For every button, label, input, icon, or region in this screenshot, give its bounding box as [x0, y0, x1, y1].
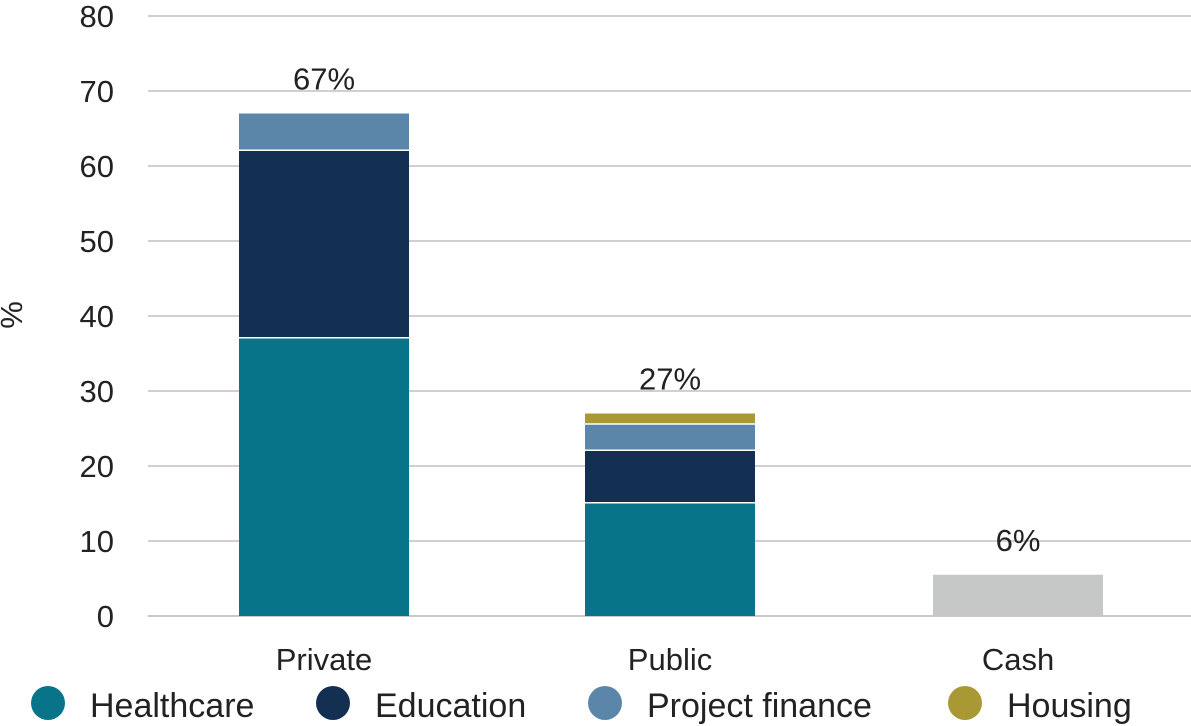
total-labels: 67% 27% 6%	[293, 62, 1040, 558]
x-category-label: Private	[276, 642, 372, 677]
bar-segment	[585, 424, 755, 450]
legend-swatch	[948, 686, 982, 720]
y-tick-label: 30	[80, 374, 114, 409]
bar-segment	[239, 151, 409, 337]
bar-segment	[239, 338, 409, 616]
legend-item: Housing	[948, 686, 1132, 725]
y-axis-ticks: 0 10 20 30 40 50 60 70 80	[80, 0, 114, 634]
y-tick-label: 60	[80, 149, 114, 184]
y-tick-label: 80	[80, 0, 114, 34]
bar-segment	[933, 574, 1103, 616]
total-label: 67%	[293, 62, 355, 97]
bar-segment	[585, 451, 755, 502]
y-axis-label: %	[0, 301, 29, 329]
legend-label: Housing	[1007, 687, 1132, 725]
legend: Healthcare Education Project finance Housin…	[31, 686, 1132, 725]
y-tick-label: 70	[80, 74, 114, 109]
legend-item: Education	[316, 686, 526, 725]
category-labels: Private Public Cash	[276, 642, 1054, 677]
y-tick-label: 50	[80, 224, 114, 259]
x-category-label: Public	[628, 642, 712, 677]
total-label: 6%	[996, 523, 1041, 558]
legend-label: Healthcare	[90, 687, 254, 725]
total-label: 27%	[639, 362, 701, 397]
bar-segment	[585, 503, 755, 616]
legend-swatch	[31, 686, 65, 720]
legend-label: Education	[375, 687, 526, 725]
y-tick-label: 10	[80, 524, 114, 559]
legend-label: Project finance	[647, 687, 872, 725]
legend-item: Healthcare	[31, 686, 254, 725]
y-tick-label: 20	[80, 449, 114, 484]
legend-item: Project finance	[588, 686, 872, 725]
x-category-label: Cash	[982, 642, 1054, 677]
legend-swatch	[588, 686, 622, 720]
bar-segment	[585, 413, 755, 424]
bar-segment	[239, 113, 409, 150]
y-tick-label: 0	[97, 599, 114, 634]
y-tick-label: 40	[80, 299, 114, 334]
legend-swatch	[316, 686, 350, 720]
bars	[239, 113, 1103, 616]
